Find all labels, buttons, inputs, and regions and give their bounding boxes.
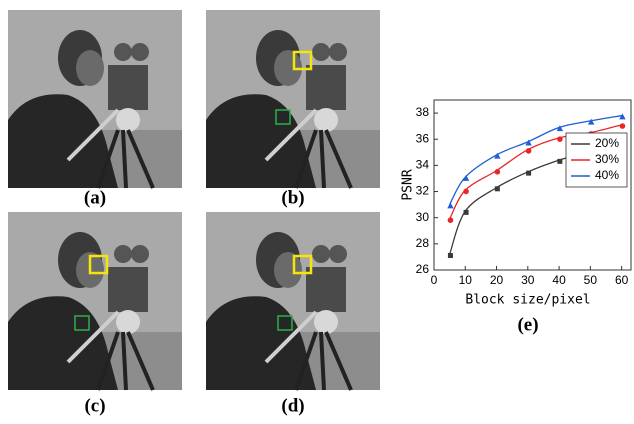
point <box>494 169 501 175</box>
x-tick-label: 40 <box>552 273 566 287</box>
legend-label: 40% <box>595 168 619 182</box>
x-tick-label: 30 <box>521 273 535 287</box>
y-tick-label: 32 <box>416 184 430 198</box>
legend-box <box>565 132 628 188</box>
x-tick-label: 50 <box>584 273 598 287</box>
point <box>462 174 470 181</box>
point <box>463 188 469 195</box>
caption: (d) <box>281 395 304 416</box>
photo-a <box>6 8 184 190</box>
x-tick-label: 20 <box>490 273 504 287</box>
photo-c <box>6 210 184 392</box>
point <box>447 253 453 259</box>
point <box>525 139 532 146</box>
point <box>494 152 501 159</box>
photo-d <box>204 210 382 392</box>
y-tick-label: 28 <box>416 236 430 250</box>
point <box>463 209 469 215</box>
point <box>447 217 454 223</box>
point <box>587 118 595 125</box>
y-axis-label: PSNR <box>401 169 416 200</box>
caption: (a) <box>84 187 106 208</box>
point <box>556 125 564 132</box>
point <box>619 123 626 129</box>
point <box>619 113 626 120</box>
plot-frame <box>433 99 632 271</box>
point <box>557 158 563 164</box>
y-tick-label: 38 <box>416 105 430 119</box>
x-tick-label: 60 <box>615 273 629 287</box>
legend-label: 20% <box>595 136 619 150</box>
point <box>557 136 563 142</box>
y-tick-label: 30 <box>416 210 430 224</box>
point <box>526 170 532 176</box>
caption: (e) <box>517 314 538 335</box>
x-axis-label: Block size/pixel <box>465 293 590 308</box>
point <box>494 186 500 192</box>
y-tick-label: 26 <box>416 262 430 276</box>
x-tick-label: 0 <box>431 273 438 287</box>
photo-b <box>204 8 382 190</box>
y-tick-label: 36 <box>416 131 430 145</box>
point <box>525 148 532 154</box>
x-tick-label: 10 <box>459 273 473 287</box>
caption: (b) <box>281 187 304 208</box>
legend-label: 30% <box>595 152 619 166</box>
point <box>447 202 454 209</box>
y-tick-label: 34 <box>416 158 430 172</box>
caption: (c) <box>84 395 105 416</box>
